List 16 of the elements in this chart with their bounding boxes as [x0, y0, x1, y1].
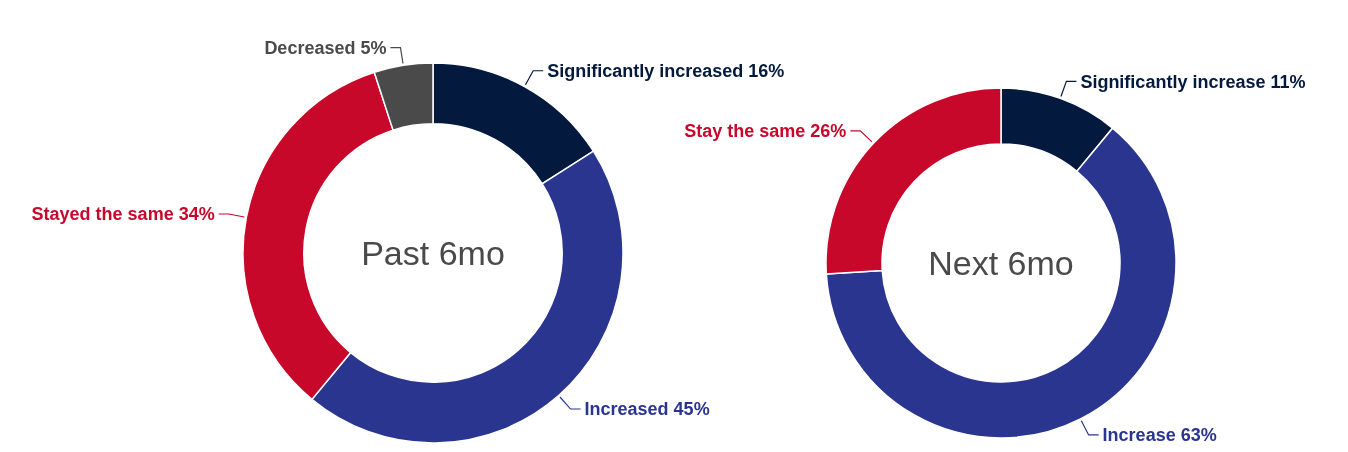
slice-label: Significantly increase [1080, 71, 1266, 92]
data-label: 34% [178, 204, 215, 225]
text: Next 6mo [928, 243, 1074, 282]
slice-label: Increased [584, 399, 669, 420]
slice-label: Stay the same [684, 121, 806, 142]
data-label: 16% [748, 61, 785, 82]
data-label: 63% [1180, 425, 1217, 446]
text: Past 6mo [361, 233, 505, 272]
slice-label: Decreased [264, 37, 356, 58]
slice-label: Stayed the same [31, 204, 174, 225]
slice-label: Significantly increased [547, 61, 744, 82]
data-label: 5% [360, 37, 387, 58]
data-label: 11% [1270, 71, 1306, 92]
data-label: 26% [810, 121, 847, 142]
data-label: 45% [673, 399, 710, 420]
slice-label: Increase [1102, 425, 1176, 446]
